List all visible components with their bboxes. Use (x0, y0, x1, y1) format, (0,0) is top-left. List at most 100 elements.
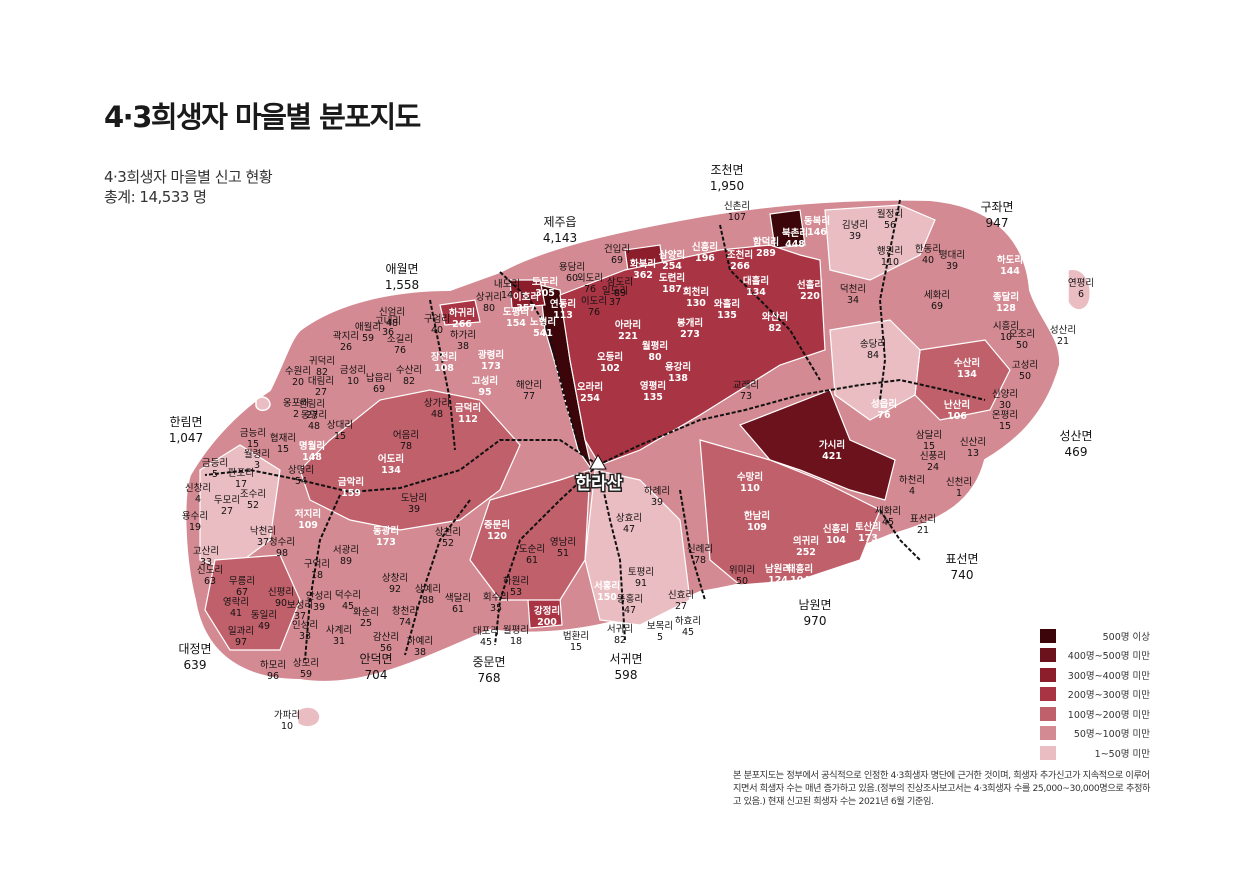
legend: 500명 이상 400명~500명 미만 300명~400명 미만 200명~300명… (1040, 626, 1150, 763)
village-count: 88 (422, 595, 434, 606)
village-name: 한남리 (744, 510, 770, 522)
village-count: 4 (195, 494, 201, 505)
village-count: 56 (884, 220, 896, 231)
village-count: 196 (695, 253, 715, 264)
village-name: 삼양리 (659, 249, 685, 261)
village-count: 15 (334, 431, 346, 442)
village-count: 27 (221, 506, 233, 517)
region-bukchon (769, 209, 806, 249)
village-count: 144 (1000, 266, 1020, 277)
village-count: 150 (597, 592, 617, 603)
village-name: 동명리 (301, 410, 327, 421)
village-count: 95 (478, 387, 491, 398)
region-west-tip (199, 444, 281, 571)
village-name: 수원리 (285, 366, 311, 377)
village-name: 상창리 (382, 573, 408, 584)
village-count: 173 (376, 537, 396, 548)
village-count: 10 (347, 376, 359, 387)
district-name: 조천면 (710, 162, 743, 177)
village-count: 50 (1016, 340, 1028, 351)
village-count: 38 (414, 647, 426, 658)
district-count: 947 (986, 216, 1009, 230)
village-count: 2 (293, 409, 299, 420)
village-name: 연동리 (550, 298, 576, 310)
village-count: 69 (611, 255, 623, 266)
village-count: 10 (281, 721, 293, 732)
village-name: 협재리 (270, 432, 296, 444)
village-count: 59 (362, 333, 374, 344)
village-name: 신흥리 (692, 241, 718, 253)
village-name: 신례리 (687, 544, 713, 555)
village-name: 곽지리 (333, 330, 359, 342)
village-name: 아라리 (615, 319, 641, 331)
subtitle-text: 4·3희생자 마을별 신고 현황 (104, 168, 273, 186)
village-name: 와흘리 (714, 298, 740, 310)
village-name: 사계리 (326, 624, 352, 636)
village-count: 21 (1057, 336, 1069, 347)
region-ihodo (509, 279, 546, 309)
village-count: 110 (881, 257, 899, 268)
village-count: 89 (614, 288, 626, 299)
hallasan-peak-icon (589, 453, 607, 470)
village-count: 104 (790, 575, 810, 586)
village-count: 109 (747, 522, 767, 533)
village-count: 541 (533, 328, 553, 339)
village-name: 저지리 (295, 508, 321, 520)
village-name: 해안리 (516, 379, 542, 391)
village-count: 48 (431, 409, 443, 420)
village-name: 영평리 (640, 380, 666, 392)
village-name: 세화리 (924, 290, 950, 301)
village-count: 39 (313, 602, 325, 613)
village-count: 15 (923, 441, 935, 452)
village-count: 362 (633, 270, 653, 281)
village-name: 영남리 (550, 537, 576, 548)
village-count: 15 (277, 444, 289, 455)
village-name: 성산리 (1050, 325, 1076, 336)
village-count: 27 (315, 387, 327, 398)
village-name: 하가리 (450, 329, 476, 341)
village-name: 강정리 (534, 605, 560, 617)
legend-swatch (1040, 706, 1056, 721)
village-name: 신풍리 (920, 451, 946, 462)
village-count: 47 (624, 605, 636, 616)
village-count: 138 (668, 373, 688, 384)
village-count: 59 (300, 669, 312, 680)
village-name: 신도리 (197, 565, 223, 576)
district-count: 1,558 (385, 278, 419, 292)
village-count: 357 (516, 303, 536, 314)
legend-item: 300명~400명 미만 (1040, 665, 1150, 685)
village-count: 5 (657, 632, 663, 643)
village-count: 50 (1019, 371, 1031, 382)
district-count: 970 (804, 614, 827, 628)
village-name: 상효리 (616, 513, 642, 524)
village-count: 37 (609, 297, 621, 308)
village-name: 수산리 (396, 365, 422, 376)
village-count: 73 (740, 391, 752, 402)
village-count: 33 (200, 557, 212, 568)
village-name: 도평리 (503, 306, 529, 318)
village-name: 상명리 (288, 465, 314, 476)
village-count: 61 (452, 604, 464, 615)
village-count: 289 (756, 248, 776, 259)
village-name: 가파리 (274, 710, 300, 721)
village-count: 61 (526, 555, 538, 566)
village-name: 남원리 (765, 563, 791, 575)
village-name: 용담리 (559, 261, 585, 273)
village-count: 254 (580, 393, 600, 404)
village-count: 90 (275, 598, 287, 609)
village-name: 상모리 (293, 658, 319, 669)
village-name: 신평리 (268, 587, 294, 598)
village-count: 45 (682, 627, 694, 638)
village-name: 내도리 (494, 279, 520, 290)
village-count: 173 (481, 361, 501, 372)
village-name: 판포리 (228, 468, 254, 479)
village-count: 135 (643, 392, 663, 403)
region-northeast (824, 204, 936, 281)
village-count: 54 (295, 476, 307, 487)
village-name: 동일리 (251, 610, 277, 621)
village-name: 덕천리 (840, 284, 866, 295)
village-count: 82 (403, 376, 415, 387)
village-name: 용강리 (665, 361, 691, 373)
village-name: 구억리 (304, 558, 330, 570)
